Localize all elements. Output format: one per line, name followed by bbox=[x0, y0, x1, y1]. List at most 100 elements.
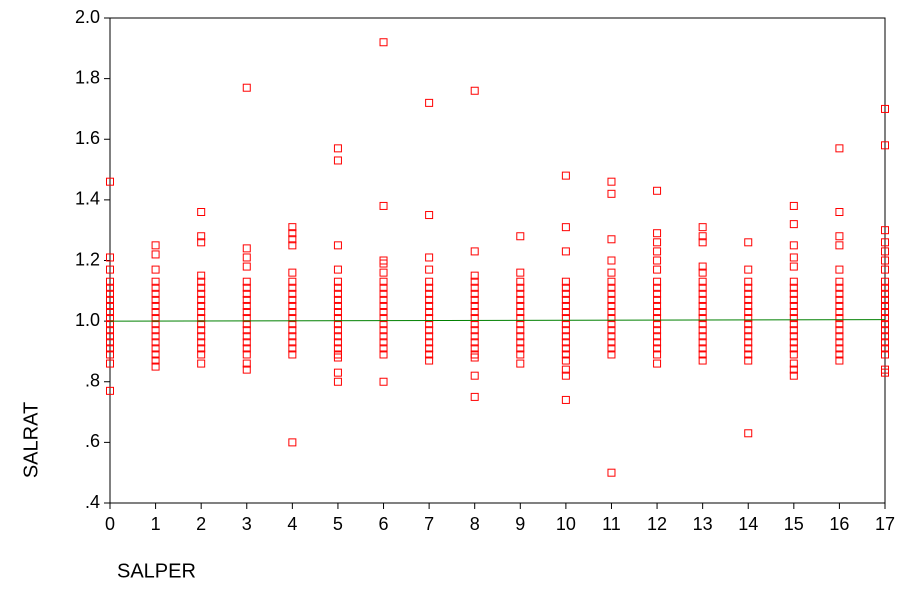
point bbox=[106, 308, 114, 317]
point bbox=[607, 268, 616, 277]
point bbox=[881, 283, 889, 292]
point bbox=[151, 332, 160, 341]
point bbox=[242, 277, 251, 286]
point bbox=[653, 277, 662, 286]
point bbox=[333, 295, 342, 304]
x-tick-label: 13 bbox=[693, 514, 713, 534]
point bbox=[789, 283, 798, 292]
point bbox=[561, 171, 570, 180]
point bbox=[744, 314, 753, 323]
point bbox=[516, 295, 525, 304]
point bbox=[242, 338, 251, 347]
point bbox=[197, 350, 206, 359]
point bbox=[425, 253, 434, 262]
point bbox=[881, 256, 889, 265]
point bbox=[835, 350, 844, 359]
point bbox=[106, 253, 114, 262]
point bbox=[288, 295, 297, 304]
point bbox=[333, 308, 342, 317]
point bbox=[379, 283, 388, 292]
point bbox=[607, 350, 616, 359]
point bbox=[789, 326, 798, 335]
point bbox=[607, 320, 616, 329]
point bbox=[835, 326, 844, 335]
point bbox=[835, 295, 844, 304]
point bbox=[789, 289, 798, 298]
x-tick-label: 15 bbox=[784, 514, 804, 534]
y-tick-label: .8 bbox=[85, 371, 100, 391]
point bbox=[379, 314, 388, 323]
point bbox=[698, 338, 707, 347]
point bbox=[881, 326, 889, 335]
point bbox=[379, 338, 388, 347]
point bbox=[379, 38, 388, 47]
point bbox=[698, 238, 707, 247]
point bbox=[288, 229, 297, 238]
point bbox=[789, 365, 798, 374]
point bbox=[288, 289, 297, 298]
x-tick-label: 11 bbox=[602, 514, 621, 534]
point bbox=[379, 377, 388, 386]
point bbox=[197, 271, 206, 280]
point bbox=[607, 326, 616, 335]
point bbox=[653, 332, 662, 341]
point bbox=[197, 338, 206, 347]
point bbox=[835, 208, 844, 216]
point bbox=[151, 326, 160, 335]
point bbox=[425, 289, 434, 298]
point bbox=[744, 350, 753, 359]
point bbox=[744, 429, 753, 438]
point bbox=[744, 332, 753, 341]
point bbox=[151, 344, 160, 353]
point bbox=[425, 295, 434, 304]
point bbox=[288, 268, 297, 277]
point bbox=[106, 386, 114, 395]
point bbox=[653, 314, 662, 323]
point bbox=[197, 326, 206, 335]
point bbox=[425, 211, 434, 220]
point bbox=[744, 320, 753, 329]
point bbox=[789, 262, 798, 271]
fit-line bbox=[109, 319, 886, 322]
point bbox=[607, 338, 616, 347]
point bbox=[242, 262, 251, 271]
point bbox=[881, 265, 889, 274]
point bbox=[333, 332, 342, 341]
point bbox=[698, 320, 707, 329]
point bbox=[881, 277, 889, 286]
point bbox=[653, 256, 662, 265]
point bbox=[653, 247, 662, 256]
point bbox=[288, 314, 297, 323]
point bbox=[106, 350, 114, 359]
point bbox=[379, 332, 388, 341]
point bbox=[653, 338, 662, 347]
point bbox=[106, 277, 114, 286]
point bbox=[106, 289, 114, 298]
point bbox=[333, 377, 342, 386]
point bbox=[698, 344, 707, 353]
point bbox=[106, 177, 114, 186]
x-tick-label: 6 bbox=[379, 514, 389, 534]
point bbox=[333, 265, 342, 274]
point bbox=[653, 320, 662, 329]
point bbox=[288, 283, 297, 292]
point bbox=[653, 326, 662, 335]
point bbox=[333, 277, 342, 286]
point bbox=[516, 350, 525, 359]
point bbox=[561, 289, 570, 298]
point bbox=[881, 314, 889, 323]
point bbox=[333, 326, 342, 335]
point bbox=[607, 177, 616, 186]
point bbox=[881, 295, 889, 304]
point bbox=[835, 241, 844, 250]
y-axis-label: SALRAT bbox=[20, 402, 42, 478]
point bbox=[516, 314, 525, 323]
point bbox=[242, 308, 251, 317]
point bbox=[789, 314, 798, 323]
point bbox=[653, 308, 662, 317]
point bbox=[698, 332, 707, 341]
point bbox=[789, 201, 798, 210]
point bbox=[288, 277, 297, 286]
point bbox=[653, 344, 662, 353]
point bbox=[470, 338, 479, 347]
